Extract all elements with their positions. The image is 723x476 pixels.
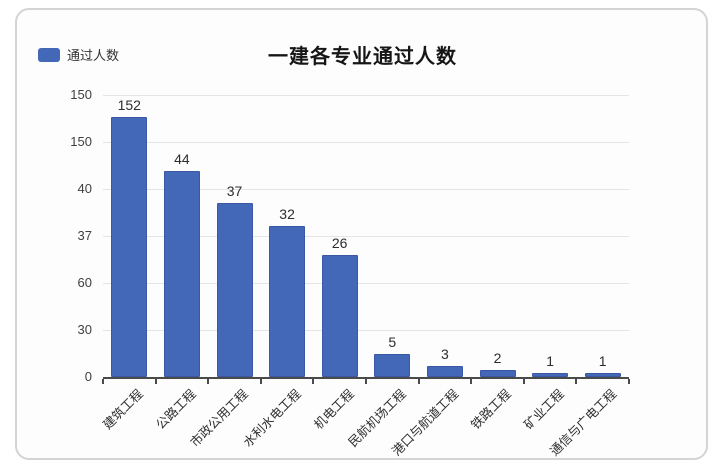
y-tick-label: 150 xyxy=(70,134,92,149)
bar-value-label: 26 xyxy=(331,235,348,251)
x-axis-tick-mark xyxy=(470,379,473,384)
x-axis-tick-mark xyxy=(207,379,210,384)
bar-value-label: 152 xyxy=(117,97,141,113)
gridline xyxy=(103,330,629,331)
gridline xyxy=(103,142,629,143)
gridline xyxy=(103,283,629,284)
bar xyxy=(426,366,463,377)
bar xyxy=(479,370,516,377)
x-axis-tick-mark xyxy=(312,379,315,384)
x-axis-tick-mark xyxy=(102,379,104,384)
bar-value-label: 32 xyxy=(279,206,295,222)
legend-swatch xyxy=(38,47,60,62)
bar-value-label: 44 xyxy=(174,151,190,167)
y-tick-label: 150 xyxy=(70,87,92,102)
y-tick-label: 60 xyxy=(77,275,92,290)
bar-value-label: 2 xyxy=(493,350,502,366)
chart-title: 一建各专业通过人数 xyxy=(268,46,457,68)
x-axis-tick-mark xyxy=(259,379,262,384)
legend-label: 通过人数 xyxy=(67,48,120,63)
x-axis-tick-mark xyxy=(417,379,420,384)
legend: 通过人数 xyxy=(38,45,119,64)
x-axis-tick-mark xyxy=(365,379,367,384)
bar-value-label: 1 xyxy=(598,353,607,369)
x-axis-tick-mark xyxy=(522,379,525,384)
bar xyxy=(374,354,411,377)
x-axis-line xyxy=(103,377,629,379)
bar xyxy=(269,226,306,377)
x-axis-tick-mark xyxy=(628,379,630,384)
y-tick-label: 37 xyxy=(77,228,92,243)
bar xyxy=(321,255,358,377)
bar xyxy=(163,171,200,377)
gridline xyxy=(103,95,629,96)
bar xyxy=(216,203,253,377)
bar xyxy=(532,373,569,377)
bar xyxy=(111,117,148,377)
y-tick-label: 0 xyxy=(84,369,92,384)
bar xyxy=(584,373,621,377)
gridline xyxy=(103,236,629,237)
gridline xyxy=(103,189,629,190)
x-axis-tick-mark xyxy=(575,379,578,384)
y-tick-label: 40 xyxy=(77,181,92,196)
bar-value-label: 1 xyxy=(546,353,554,369)
bar-value-label: 5 xyxy=(388,334,397,350)
x-axis-tick-mark xyxy=(154,379,157,384)
bar-value-label: 37 xyxy=(226,183,243,199)
y-tick-label: 30 xyxy=(77,322,92,337)
bar-value-label: 3 xyxy=(440,346,449,362)
